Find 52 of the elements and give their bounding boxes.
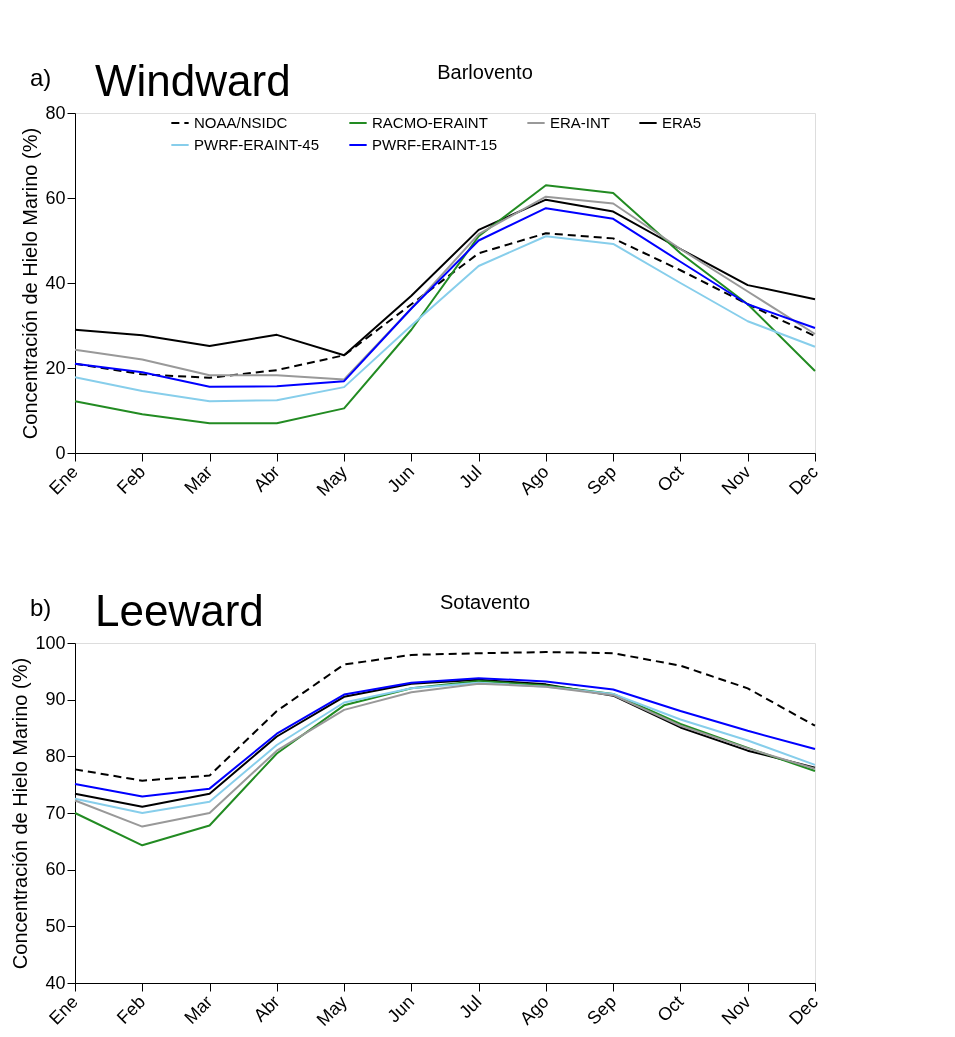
x-tick-label: Feb <box>113 461 150 498</box>
chart-subtitle: Sotavento <box>439 591 531 613</box>
legend-label: ERA5 <box>662 114 702 131</box>
y-tick-label: 90 <box>45 689 66 710</box>
x-tick-label: Jul <box>455 461 486 493</box>
x-tick-label: May <box>312 461 351 500</box>
y-tick-label: 40 <box>45 272 66 293</box>
x-tick-label: Abr <box>249 991 284 1026</box>
x-tick-label: Nov <box>717 991 755 1029</box>
chart-title: Windward <box>95 56 291 105</box>
line-series <box>74 184 816 425</box>
line-series <box>74 235 816 403</box>
x-tick-label: Jul <box>455 991 486 1023</box>
x-tick-label: Mar <box>180 461 217 498</box>
y-tick-label: 80 <box>45 745 66 766</box>
x-tick-label: Jun <box>383 991 419 1027</box>
y-tick-label: 0 <box>55 442 66 463</box>
x-tick-label: Dec <box>785 461 822 499</box>
x-tick-label: Oct <box>653 991 688 1026</box>
x-tick-label: Sep <box>583 461 621 499</box>
y-tick-label: 60 <box>45 859 66 880</box>
x-tick-label: Ago <box>515 461 553 499</box>
x-tick-label: Ene <box>45 991 82 1029</box>
y-tick-label: 80 <box>45 102 66 123</box>
x-tick-label: May <box>312 991 351 1030</box>
x-tick-label: Nov <box>717 461 755 499</box>
legend-label: ERA-INT <box>550 114 610 131</box>
y-tick-label: 50 <box>45 915 66 936</box>
text: b) <box>30 594 52 621</box>
legend-label: PWRF-ERAINT-45 <box>194 136 320 153</box>
y-tick-label: 20 <box>45 357 66 378</box>
y-axis-title: Concentración de Hielo Marino (%) <box>9 657 32 970</box>
x-tick-label: Feb <box>113 991 150 1028</box>
legend-label: NOAA/NSIDC <box>194 114 288 131</box>
x-tick-label: Ago <box>515 991 553 1029</box>
x-tick-label: Abr <box>249 461 284 496</box>
x-tick-label: Ene <box>45 461 82 499</box>
legend-label: PWRF-ERAINT-15 <box>372 136 498 153</box>
x-tick-label: Mar <box>180 991 217 1028</box>
chart-title: Leeward <box>95 586 264 635</box>
y-tick-label: 100 <box>35 632 66 653</box>
chart-subtitle: Barlovento <box>437 61 533 83</box>
x-tick-label: Dec <box>785 991 822 1029</box>
x-tick-label: Oct <box>653 461 688 496</box>
x-tick-label: Sep <box>583 991 621 1029</box>
y-tick-label: 40 <box>45 972 66 993</box>
legend-label: RACMO-ERAINT <box>372 114 488 131</box>
y-tick-label: 70 <box>45 802 66 823</box>
text: a) <box>30 64 52 91</box>
x-tick-label: Jun <box>383 461 419 497</box>
y-axis-title: Concentración de Hielo Marino (%) <box>19 127 42 440</box>
y-tick-label: 60 <box>45 187 66 208</box>
